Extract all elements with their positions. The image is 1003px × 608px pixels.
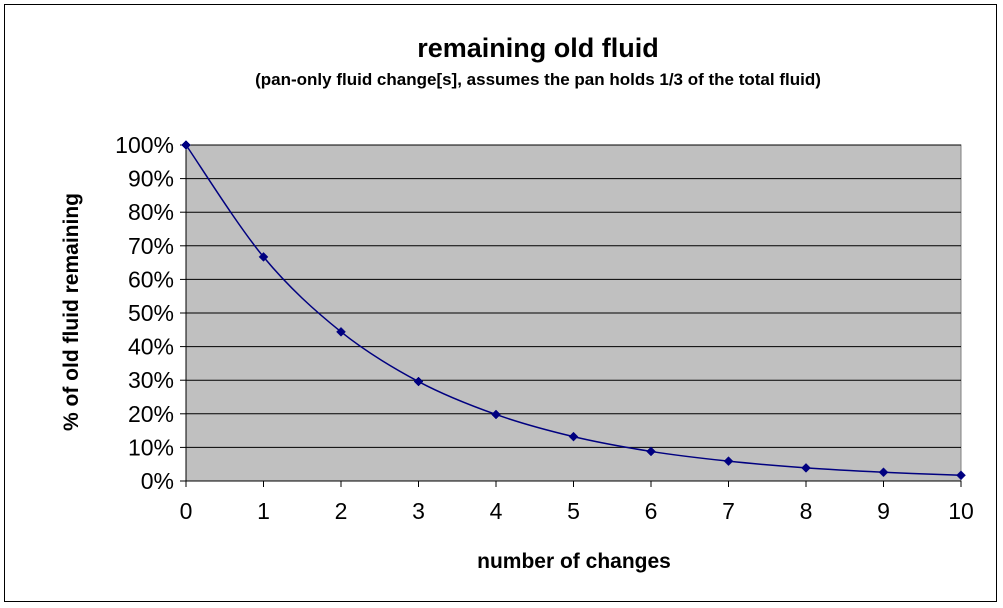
- y-tick-label: 80%: [128, 199, 174, 225]
- x-tick-label: 8: [800, 498, 813, 524]
- series-layer: [181, 140, 966, 481]
- axes: [185, 145, 962, 487]
- x-axis-title: number of changes: [477, 550, 671, 573]
- x-tick-label: 7: [722, 498, 735, 524]
- data-point-marker: [646, 446, 656, 457]
- data-point-marker: [801, 463, 811, 473]
- x-tick-label: 10: [948, 498, 974, 524]
- gridlines: [180, 144, 961, 482]
- data-point-marker: [956, 470, 966, 481]
- data-point-marker: [258, 252, 269, 262]
- x-tick-label: 1: [257, 498, 270, 524]
- y-tick-label: 40%: [128, 334, 174, 360]
- y-axis-title: % of old fluid remaining: [60, 193, 83, 431]
- y-tick-label: 70%: [128, 233, 174, 259]
- y-tick-label: 50%: [128, 300, 174, 326]
- x-tick-label: 2: [335, 498, 348, 524]
- y-tick-label: 100%: [115, 132, 174, 158]
- data-point-marker: [491, 409, 501, 420]
- data-point-marker: [878, 467, 889, 478]
- y-axis-tick-labels: 0% 10% 20% 30% 40% 50% 60% 70% 80% 90% 100%: [115, 132, 174, 494]
- y-tick-label: 30%: [128, 367, 174, 393]
- x-tick-label: 0: [180, 498, 193, 524]
- x-tick-label: 6: [645, 498, 658, 524]
- y-tick-label: 10%: [128, 434, 174, 460]
- chart-title: remaining old fluid: [417, 33, 659, 63]
- y-tick-label: 90%: [128, 166, 174, 192]
- x-tick-label: 9: [877, 498, 890, 524]
- data-point-marker: [181, 140, 191, 150]
- data-point-marker: [723, 456, 734, 467]
- y-tick-label: 60%: [128, 266, 174, 292]
- x-tick-label: 5: [567, 498, 580, 524]
- y-tick-label: 20%: [128, 401, 174, 427]
- y-tick-label: 0%: [141, 468, 174, 494]
- x-tick-label: 3: [412, 498, 425, 524]
- data-point-marker: [413, 376, 424, 387]
- chart-subtitle: (pan-only fluid change[s], assumes the p…: [255, 70, 821, 89]
- x-axis-tick-labels: 0 1 2 3 4 5 6 7 8 9 10: [180, 498, 974, 524]
- x-tick-label: 4: [490, 498, 503, 524]
- data-point-marker: [568, 431, 579, 442]
- series-line: [185, 144, 962, 477]
- data-point-marker: [336, 326, 346, 337]
